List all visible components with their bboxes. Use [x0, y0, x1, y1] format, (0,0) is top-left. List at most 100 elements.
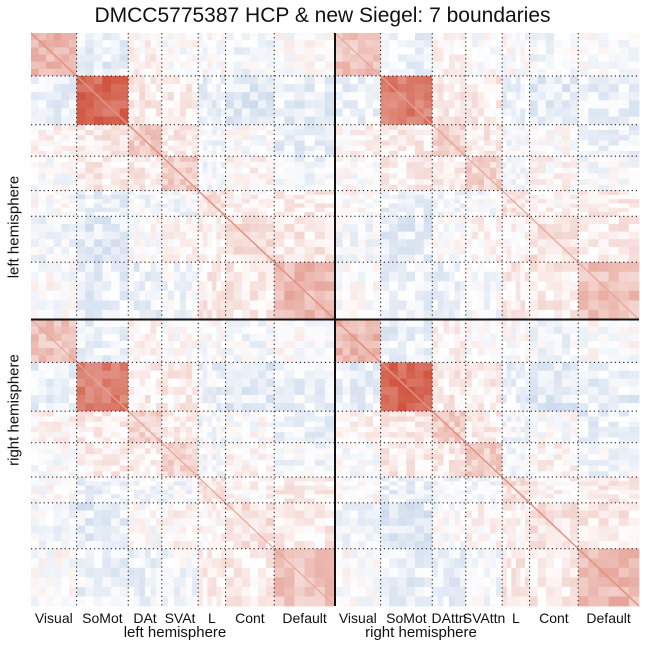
- heatmap-cell: [173, 533, 181, 542]
- heatmap-cell: [31, 254, 39, 263]
- heatmap-cell: [179, 518, 187, 527]
- heatmap-cell: [53, 494, 62, 499]
- heatmap-cell: [167, 84, 175, 93]
- heatmap-cell: [628, 203, 640, 209]
- heatmap-cell: [437, 167, 444, 174]
- heatmap-cell: [483, 108, 491, 117]
- heatmap-cell: [225, 129, 235, 136]
- heatmap-cell: [406, 216, 416, 225]
- heatmap-cell: [102, 116, 112, 126]
- heatmap-cell: [46, 541, 55, 550]
- heatmap-cell: [460, 207, 467, 213]
- heatmap-cell: [207, 184, 213, 191]
- heatmap-cell: [357, 33, 366, 41]
- heatmap-cell: [53, 477, 62, 482]
- heatmap-cell: [249, 190, 259, 196]
- heatmap-cell: [373, 75, 381, 85]
- heatmap-cell: [202, 116, 208, 126]
- heatmap-cell: [483, 231, 491, 240]
- heatmap-cell: [454, 290, 461, 301]
- heatmap-cell: [216, 199, 222, 204]
- heatmap-cell: [397, 231, 407, 240]
- heatmap-cell: [618, 124, 630, 131]
- heatmap-cell: [529, 179, 539, 186]
- heatmap-cell: [561, 203, 571, 209]
- heatmap-cell: [111, 75, 121, 85]
- heatmap-cell: [506, 116, 512, 126]
- heatmap-cell: [515, 61, 521, 70]
- heatmap-cell: [102, 403, 112, 412]
- heatmap-cell: [46, 426, 55, 433]
- heatmap-cell: [145, 370, 151, 380]
- heatmap-cell: [61, 340, 70, 349]
- heatmap-cell: [192, 262, 199, 273]
- heatmap-cell: [173, 33, 181, 41]
- heatmap-cell: [192, 190, 199, 196]
- heatmap-cell: [324, 281, 336, 292]
- heatmap-cell: [69, 173, 77, 180]
- heatmap-cell: [139, 426, 146, 433]
- heatmap-cell: [537, 156, 547, 163]
- heatmap-cell: [257, 68, 267, 77]
- heatmap-cell: [76, 355, 86, 363]
- heatmap-cell: [61, 75, 70, 85]
- heatmap-cell: [156, 262, 163, 273]
- heatmap-cell: [284, 448, 295, 455]
- heatmap-cell: [119, 502, 129, 511]
- heatmap-cell: [561, 75, 571, 85]
- heatmap-cell: [167, 231, 175, 240]
- heatmap-cell: [537, 84, 547, 93]
- heatmap-cell: [520, 239, 526, 248]
- heatmap-cell: [31, 203, 39, 209]
- heatmap-cell: [53, 290, 62, 301]
- heatmap-cell: [76, 194, 86, 200]
- heatmap-cell: [432, 224, 439, 233]
- heatmap-cell: [173, 239, 181, 248]
- heatmap-cell: [179, 231, 187, 240]
- heatmap-cell: [61, 190, 70, 196]
- heatmap-cell: [61, 212, 70, 217]
- heatmap-cell: [304, 203, 316, 209]
- heatmap-cell: [545, 135, 555, 141]
- heatmap-cell: [202, 173, 208, 180]
- heatmap-cell: [578, 129, 589, 136]
- heatmap-cell: [294, 254, 305, 263]
- heatmap-cell: [119, 156, 129, 163]
- heatmap-cell: [608, 40, 620, 48]
- heatmap-cell: [139, 224, 146, 233]
- heatmap-cell: [202, 518, 208, 527]
- heatmap-cell: [198, 448, 204, 455]
- heatmap-cell: [284, 246, 295, 255]
- heatmap-cell: [192, 442, 199, 449]
- heatmap-cell: [31, 309, 39, 320]
- heatmap-cell: [76, 326, 86, 335]
- heatmap-cell: [406, 167, 416, 174]
- heatmap-cell: [93, 485, 103, 491]
- heatmap-cell: [119, 224, 129, 233]
- heatmap-cell: [588, 75, 599, 85]
- heatmap-cell: [432, 290, 439, 301]
- heatmap-cell: [76, 348, 86, 356]
- heatmap-cell: [145, 150, 151, 157]
- heatmap-cell: [423, 224, 433, 233]
- heatmap-cell: [294, 421, 305, 428]
- heatmap-cell: [483, 145, 491, 152]
- heatmap-cell: [139, 124, 146, 131]
- heatmap-cell: [249, 362, 259, 371]
- heatmap-cell: [38, 518, 47, 527]
- heatmap-cell: [128, 300, 135, 311]
- heatmap-cell: [324, 290, 336, 301]
- heatmap-cell: [511, 129, 517, 136]
- heatmap-cell: [350, 224, 359, 233]
- heatmap-cell: [156, 510, 163, 519]
- heatmap-cell: [257, 465, 267, 472]
- heatmap-cell: [506, 207, 512, 213]
- heatmap-cell: [156, 184, 163, 191]
- heatmap-cell: [216, 510, 222, 519]
- heatmap-cell: [249, 129, 259, 136]
- heatmap-cell: [274, 254, 285, 263]
- heatmap-cell: [225, 340, 235, 349]
- heatmap-cell: [211, 150, 217, 157]
- heatmap-cell: [128, 184, 135, 191]
- heatmap-cell: [211, 432, 217, 438]
